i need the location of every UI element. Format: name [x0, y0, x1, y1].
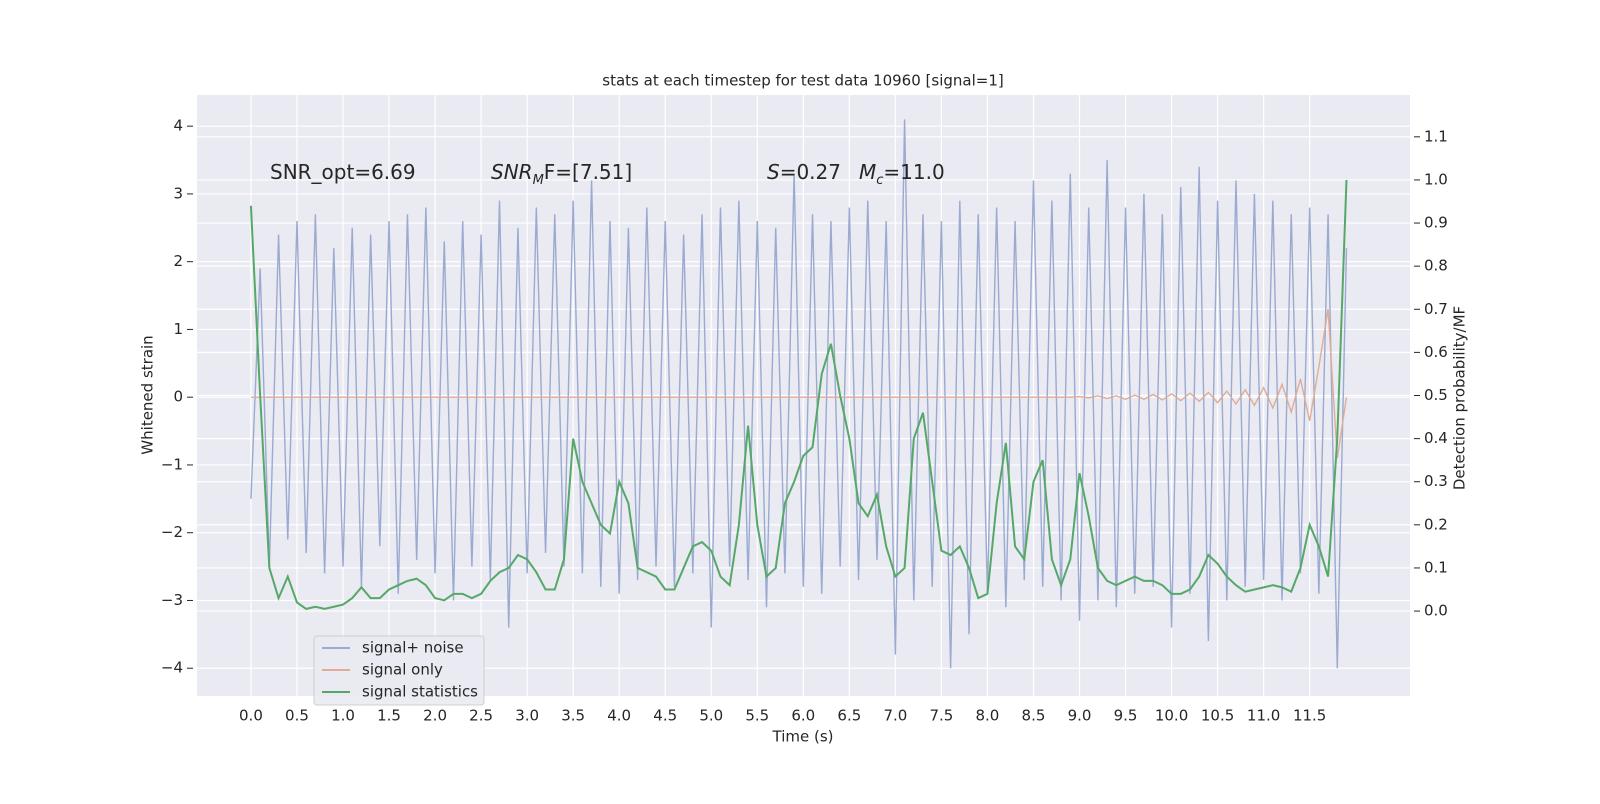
y2-tick-label: 0.8 — [1424, 257, 1448, 275]
series-line — [250, 119, 1348, 669]
y2-tick-label: 0.7 — [1424, 300, 1448, 318]
annotation-text: F=[7.51] — [544, 160, 632, 184]
annotation-text: S — [767, 160, 780, 184]
x-tick-label: 3.5 — [561, 707, 585, 725]
x-tick-label: 11.0 — [1247, 707, 1280, 725]
annotation: Mc=11.0 — [859, 160, 945, 189]
x-tick-label: 9.5 — [1114, 707, 1138, 725]
annotation-text: SNR_opt=6.69 — [270, 160, 416, 184]
series-line — [250, 308, 1348, 459]
x-tick-label: 0.0 — [239, 707, 263, 725]
legend-label: signal statistics — [362, 683, 478, 701]
x-axis-label: Time (s) — [772, 728, 834, 746]
y2-tick-label: 1.0 — [1424, 170, 1448, 188]
x-tick-label: 2.5 — [469, 707, 493, 725]
annotation: S=0.27 — [767, 160, 841, 184]
x-tick-label: 0.5 — [285, 707, 309, 725]
x-tick-label: 4.0 — [607, 707, 631, 725]
y-tick-label: −4 — [161, 659, 183, 677]
y2-tick-label: 0.3 — [1424, 472, 1448, 490]
y2-tick-label: 0.0 — [1424, 602, 1448, 620]
y-tick-label: 0 — [173, 388, 183, 406]
y2-tick-label: 0.2 — [1424, 515, 1448, 533]
x-tick-label: 10.0 — [1155, 707, 1188, 725]
x-tick-label: 4.5 — [653, 707, 677, 725]
annotation-subscript: c — [876, 173, 883, 188]
annotation-text: =0.27 — [780, 160, 841, 184]
y2-tick-label: 0.4 — [1424, 429, 1448, 447]
chart-title: stats at each timestep for test data 109… — [602, 72, 1003, 90]
x-tick-label: 3.0 — [515, 707, 539, 725]
annotation: SNR_opt=6.69 — [270, 160, 416, 184]
annotation-subscript: M — [533, 173, 544, 188]
x-tick-label: 2.0 — [423, 707, 447, 725]
x-tick-label: 10.5 — [1201, 707, 1234, 725]
x-tick-label: 11.5 — [1293, 707, 1326, 725]
x-tick-label: 5.5 — [745, 707, 769, 725]
y2-axis-label: Detection probability/MF — [1451, 306, 1469, 490]
y-tick-label: 2 — [173, 252, 183, 270]
annotation: SNRMF=[7.51] — [491, 160, 632, 189]
x-tick-label: 1.5 — [377, 707, 401, 725]
x-tick-label: 7.0 — [883, 707, 907, 725]
x-tick-label: 8.0 — [976, 707, 1000, 725]
legend-box — [313, 635, 485, 706]
y2-tick-label: 0.9 — [1424, 214, 1448, 232]
y2-tick-label: 0.6 — [1424, 343, 1448, 361]
y-tick-label: −3 — [161, 591, 183, 609]
y-tick-label: 4 — [173, 117, 183, 135]
legend-label: signal+ noise — [362, 639, 464, 657]
x-tick-label: 8.5 — [1022, 707, 1046, 725]
legend-label: signal only — [362, 661, 443, 679]
annotation-text: SNR — [491, 160, 533, 184]
x-tick-label: 9.0 — [1068, 707, 1092, 725]
y-tick-label: 1 — [173, 320, 183, 338]
y-tick-label: −2 — [161, 523, 183, 541]
x-tick-label: 7.5 — [929, 707, 953, 725]
y2-tick-label: 0.1 — [1424, 558, 1448, 576]
y-tick-label: 3 — [173, 184, 183, 202]
annotation-text: =11.0 — [883, 160, 944, 184]
y-axis-label: Whitened strain — [139, 335, 157, 454]
series-line — [249, 179, 1348, 610]
x-tick-label: 6.5 — [837, 707, 861, 725]
annotation-text: M — [859, 160, 876, 184]
x-tick-label: 1.0 — [331, 707, 355, 725]
y2-tick-label: 0.5 — [1424, 386, 1448, 404]
y2-tick-label: 1.1 — [1424, 127, 1448, 145]
y-tick-label: −1 — [161, 455, 183, 473]
x-tick-label: 6.0 — [791, 707, 815, 725]
x-tick-label: 5.0 — [699, 707, 723, 725]
